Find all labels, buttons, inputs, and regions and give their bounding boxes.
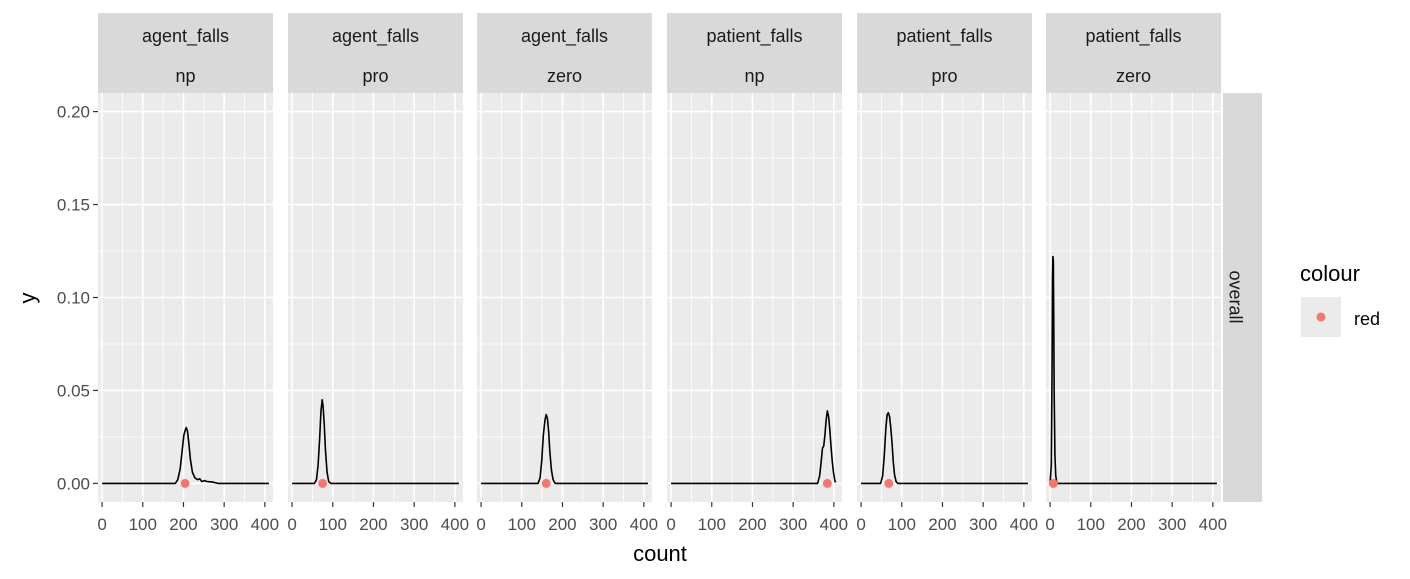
density-line bbox=[102, 426, 269, 485]
x-tick-label: 200 bbox=[738, 515, 766, 534]
x-tick-label: 100 bbox=[129, 515, 157, 534]
facet-strip bbox=[857, 13, 1032, 93]
legend-label: red bbox=[1354, 309, 1380, 329]
x-tick-label: 0 bbox=[97, 515, 106, 534]
x-tick-label: 400 bbox=[1199, 515, 1227, 534]
x-tick-label: 100 bbox=[319, 515, 347, 534]
x-tick-label: 300 bbox=[210, 515, 238, 534]
x-tick-label: 100 bbox=[508, 515, 536, 534]
facet-strip-bottom-label: pro bbox=[931, 66, 957, 86]
y-axis-title: y bbox=[15, 293, 40, 304]
observed-point bbox=[1048, 478, 1058, 488]
facet-strip bbox=[288, 13, 463, 93]
x-tick-label: 200 bbox=[548, 515, 576, 534]
row-strip: overall bbox=[1223, 93, 1262, 502]
y-axis: 0.00 0.05 0.10 0.15 0.20 bbox=[57, 103, 98, 493]
x-tick-label: 0 bbox=[287, 515, 296, 534]
x-tick-label: 300 bbox=[589, 515, 617, 534]
x-tick-label: 100 bbox=[888, 515, 916, 534]
facet-strip-bottom-label: np bbox=[175, 66, 195, 86]
x-tick-label: 200 bbox=[169, 515, 197, 534]
density-line bbox=[292, 398, 459, 485]
density-line bbox=[861, 411, 1028, 485]
x-tick-label: 300 bbox=[779, 515, 807, 534]
x-tick-label: 200 bbox=[1117, 515, 1145, 534]
facet-strip-bottom-label: zero bbox=[1116, 66, 1151, 86]
x-tick-label: 400 bbox=[1010, 515, 1038, 534]
facet-strip bbox=[1046, 13, 1221, 93]
observed-point bbox=[884, 478, 894, 488]
x-tick-label: 300 bbox=[969, 515, 997, 534]
x-tick-label: 0 bbox=[666, 515, 675, 534]
density-line bbox=[671, 410, 837, 485]
legend: colour red bbox=[1300, 261, 1380, 337]
x-tick-label: 200 bbox=[359, 515, 387, 534]
x-tick-label: 100 bbox=[1077, 515, 1105, 534]
facet-strip-top-label: agent_falls bbox=[521, 26, 608, 47]
y-tick-label: 0.10 bbox=[57, 289, 90, 308]
facet-strip-bottom-label: zero bbox=[547, 66, 582, 86]
facet-strip-bottom-label: np bbox=[744, 66, 764, 86]
observed-point bbox=[318, 478, 328, 488]
facet-strip-top-label: patient_falls bbox=[706, 26, 802, 47]
facet-strip-top-label: patient_falls bbox=[896, 26, 992, 47]
x-tick-label: 400 bbox=[251, 515, 279, 534]
facet-strip-bottom-label: pro bbox=[362, 66, 388, 86]
x-tick-label: 300 bbox=[1158, 515, 1186, 534]
observed-point bbox=[180, 478, 190, 488]
x-axis-title: count bbox=[633, 541, 687, 566]
density-line bbox=[481, 413, 648, 485]
observed-point bbox=[822, 478, 832, 488]
facet-strip bbox=[477, 13, 652, 93]
x-tick-label: 300 bbox=[400, 515, 428, 534]
observed-point bbox=[541, 478, 551, 488]
x-tick-label: 400 bbox=[820, 515, 848, 534]
row-strip-label: overall bbox=[1225, 270, 1245, 323]
x-tick-label: 0 bbox=[476, 515, 485, 534]
x-tick-label: 400 bbox=[441, 515, 469, 534]
density-line bbox=[1049, 255, 1217, 485]
facet-strip bbox=[98, 13, 273, 93]
y-tick-label: 0.00 bbox=[57, 474, 90, 493]
facet-strip-top-label: patient_falls bbox=[1085, 26, 1181, 47]
legend-title: colour bbox=[1300, 261, 1360, 286]
x-tick-label: 0 bbox=[856, 515, 865, 534]
y-tick-label: 0.05 bbox=[57, 381, 90, 400]
y-tick-label: 0.15 bbox=[57, 196, 90, 215]
facet-strip-top-label: agent_falls bbox=[142, 26, 229, 47]
x-tick-label: 400 bbox=[630, 515, 658, 534]
legend-key-point bbox=[1316, 312, 1326, 322]
x-tick-label: 200 bbox=[928, 515, 956, 534]
x-tick-label: 0 bbox=[1045, 515, 1054, 534]
facet-strip-top-label: agent_falls bbox=[332, 26, 419, 47]
y-tick-label: 0.20 bbox=[57, 103, 90, 122]
row-strip-background bbox=[1223, 93, 1262, 502]
facet-strip bbox=[667, 13, 842, 93]
x-tick-label: 100 bbox=[698, 515, 726, 534]
